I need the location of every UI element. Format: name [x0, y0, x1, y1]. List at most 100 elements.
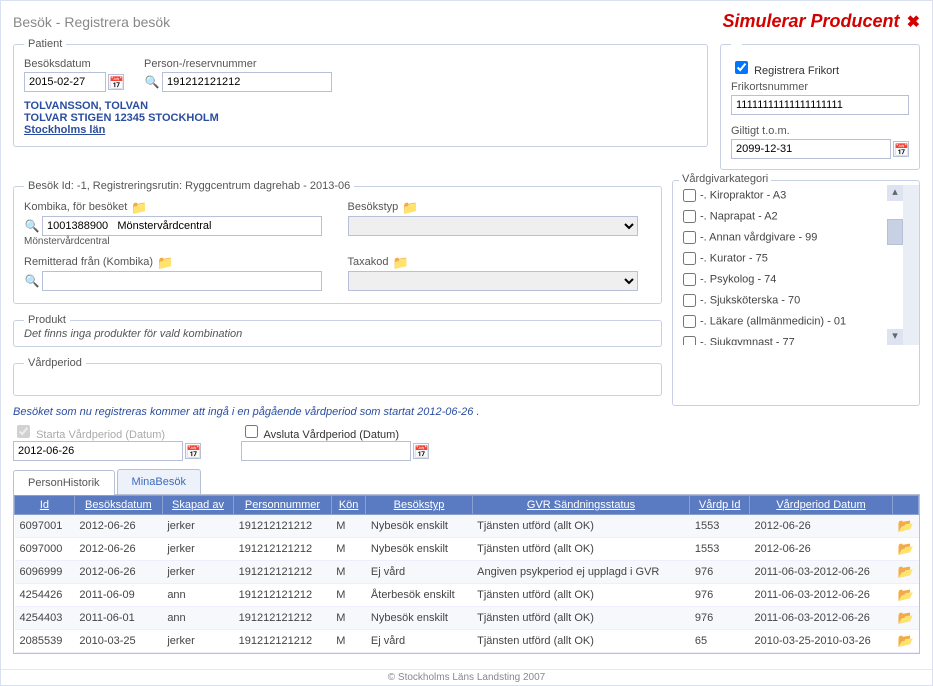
folder-icon[interactable]: 📁: [392, 255, 408, 271]
vg-checkbox[interactable]: [683, 231, 696, 244]
patient-region-link[interactable]: Stockholms län: [24, 124, 697, 136]
scroll-thumb[interactable]: [887, 219, 903, 245]
table-header[interactable]: GVR Sändningsstatus: [472, 496, 690, 515]
open-row-icon[interactable]: 📂: [898, 541, 914, 557]
table-cell: 191212121212: [234, 561, 332, 584]
table-cell: 4254403: [15, 607, 75, 630]
table-row[interactable]: 42544262011-06-09ann191212121212MÅterbes…: [15, 584, 919, 607]
vg-checkbox[interactable]: [683, 273, 696, 286]
table-header[interactable]: Personnummer: [234, 496, 332, 515]
vg-item[interactable]: -. Kurator - 75: [673, 248, 903, 269]
open-row-cell: 📂: [893, 630, 919, 653]
calendar-icon[interactable]: 📅: [108, 74, 124, 90]
vg-list[interactable]: ▴ ▾ -. Kiropraktor - A3-. Naprapat - A2-…: [673, 185, 919, 345]
calendar-icon[interactable]: 📅: [413, 443, 429, 459]
history-table: IdBesöksdatumSkapad avPersonnummerKönBes…: [14, 495, 919, 653]
scroll-down-icon[interactable]: ▾: [887, 329, 903, 345]
search-icon[interactable]: 🔍: [144, 74, 160, 90]
vardgivarkategori-box: Vårdgivarkategori ▴ ▾ -. Kiropraktor - A…: [672, 180, 920, 406]
vg-checkbox[interactable]: [683, 210, 696, 223]
app-window: Besök - Registrera besök Simulerar Produ…: [0, 0, 933, 686]
kombika-input[interactable]: [42, 216, 322, 236]
search-icon[interactable]: 🔍: [24, 273, 40, 289]
start-vardperiod-input[interactable]: [13, 441, 183, 461]
visit-date-label: Besöksdatum: [24, 58, 124, 70]
open-row-icon[interactable]: 📂: [898, 610, 914, 626]
calendar-icon[interactable]: 📅: [185, 443, 201, 459]
visit-date-input[interactable]: [24, 72, 106, 92]
table-cell: Angiven psykperiod ej upplagd i GVR: [472, 561, 690, 584]
table-cell: 2011-06-09: [74, 584, 162, 607]
table-cell: M: [331, 630, 366, 653]
end-vardperiod-input[interactable]: [241, 441, 411, 461]
table-header[interactable]: Vårdp Id: [690, 496, 750, 515]
vg-legend: Vårdgivarkategori: [679, 173, 771, 185]
open-row-icon[interactable]: 📂: [898, 587, 914, 603]
table-cell: 191212121212: [234, 584, 332, 607]
vg-item[interactable]: -. Naprapat - A2: [673, 206, 903, 227]
open-row-cell: 📂: [893, 561, 919, 584]
taxakod-select[interactable]: [348, 271, 638, 291]
vg-item[interactable]: -. Annan vårdgivare - 99: [673, 227, 903, 248]
end-vardperiod-checkbox[interactable]: [245, 425, 258, 438]
open-row-cell: 📂: [893, 515, 919, 538]
table-cell: 976: [690, 607, 750, 630]
table-header[interactable]: [893, 496, 919, 515]
tab-minabesok[interactable]: MinaBesök: [117, 469, 201, 494]
table-row[interactable]: 60970002012-06-26jerker191212121212MNybe…: [15, 538, 919, 561]
vg-checkbox[interactable]: [683, 336, 696, 345]
vg-item[interactable]: -. Sjuksköterska - 70: [673, 290, 903, 311]
register-frikort-checkbox[interactable]: [735, 61, 748, 74]
open-row-icon[interactable]: 📂: [898, 633, 914, 649]
table-header[interactable]: Vårdperiod Datum: [749, 496, 892, 515]
table-wrap: IdBesöksdatumSkapad avPersonnummerKönBes…: [13, 495, 920, 654]
vg-item[interactable]: -. Sjukgymnast - 77: [673, 332, 903, 345]
table-row[interactable]: 60969992012-06-26jerker191212121212MEj v…: [15, 561, 919, 584]
table-cell: 6096999: [15, 561, 75, 584]
vg-checkbox[interactable]: [683, 315, 696, 328]
calendar-icon[interactable]: 📅: [893, 141, 909, 157]
open-row-icon[interactable]: 📂: [898, 518, 914, 534]
folder-icon[interactable]: 📁: [402, 200, 418, 216]
table-cell: 191212121212: [234, 515, 332, 538]
vg-checkbox[interactable]: [683, 189, 696, 202]
close-icon[interactable]: ✖: [907, 14, 920, 31]
table-header[interactable]: Besöksdatum: [74, 496, 162, 515]
table-header[interactable]: Skapad av: [162, 496, 233, 515]
table-cell: M: [331, 515, 366, 538]
table-cell: 2010-03-25-2010-03-26: [749, 630, 892, 653]
vg-item[interactable]: -. Psykolog - 74: [673, 269, 903, 290]
table-row[interactable]: 60970012012-06-26jerker191212121212MNybe…: [15, 515, 919, 538]
vg-checkbox[interactable]: [683, 294, 696, 307]
table-cell: 2012-06-26: [749, 538, 892, 561]
person-nr-input[interactable]: [162, 72, 332, 92]
folder-icon[interactable]: 📁: [157, 255, 173, 271]
patient-address: TOLVAR STIGEN 12345 STOCKHOLM: [24, 112, 697, 124]
header: Besök - Registrera besök Simulerar Produ…: [13, 11, 920, 32]
table-row[interactable]: 20855392010-03-25jerker191212121212MEj v…: [15, 630, 919, 653]
besokstyp-select[interactable]: [348, 216, 638, 236]
frikort-valid-input[interactable]: [731, 139, 891, 159]
vg-item[interactable]: -. Läkare (allmänmedicin) - 01: [673, 311, 903, 332]
folder-icon[interactable]: 📁: [131, 200, 147, 216]
frikort-nr-input[interactable]: [731, 95, 909, 115]
open-row-icon[interactable]: 📂: [898, 564, 914, 580]
table-row[interactable]: 42544032011-06-01ann191212121212MNybesök…: [15, 607, 919, 630]
vg-checkbox[interactable]: [683, 252, 696, 265]
vardperiod-note: Besöket som nu registreras kommer att in…: [13, 406, 920, 418]
table-cell: M: [331, 584, 366, 607]
table-cell: Tjänsten utförd (allt OK): [472, 584, 690, 607]
table-header[interactable]: Besökstyp: [366, 496, 472, 515]
simulate-badge: Simulerar Producent: [722, 11, 899, 31]
search-icon[interactable]: 🔍: [24, 218, 40, 234]
scroll-up-icon[interactable]: ▴: [887, 185, 903, 201]
vg-item[interactable]: -. Kiropraktor - A3: [673, 185, 903, 206]
tab-personhistorik[interactable]: PersonHistorik: [13, 470, 115, 495]
simulate-container: Simulerar Producent ✖: [722, 11, 920, 32]
table-header[interactable]: Id: [15, 496, 75, 515]
table-cell: jerker: [162, 515, 233, 538]
table-header[interactable]: Kön: [331, 496, 366, 515]
patient-fieldset: Patient Besöksdatum 📅 Person-/reservnumm…: [13, 38, 708, 147]
remitterad-input[interactable]: [42, 271, 322, 291]
page-title: Besök - Registrera besök: [13, 14, 170, 30]
